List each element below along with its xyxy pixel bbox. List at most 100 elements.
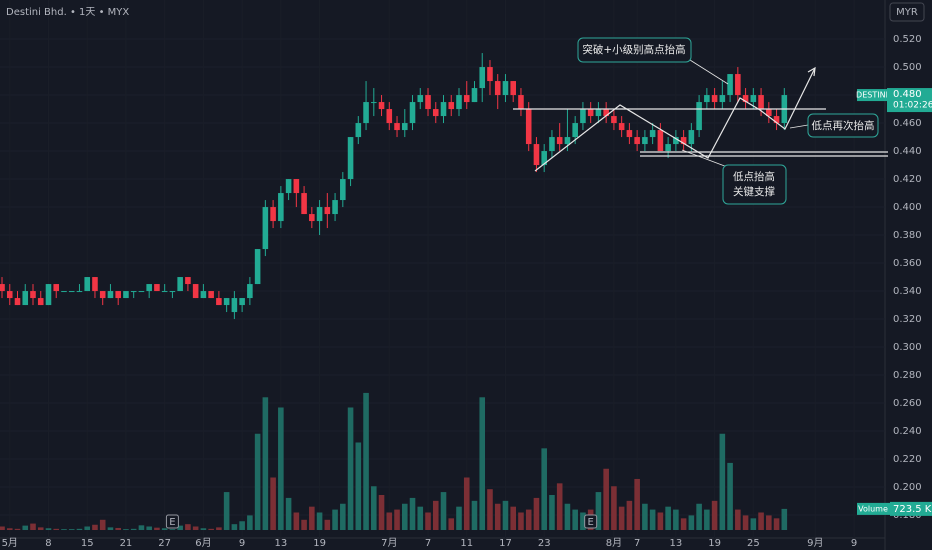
y-tick-label: 0.260 [893,398,922,409]
candle-body [231,298,238,313]
volume-bar [169,529,176,530]
x-tick-label: 6月 [195,537,211,549]
annotation-box [807,113,879,138]
volume-bar [448,518,455,530]
y-tick-label: 0.300 [893,342,922,353]
x-tick-label: 7 [634,538,640,549]
candle-body [448,102,455,110]
volume-bar [371,486,377,530]
candle-body [216,298,222,306]
volume-bar [773,518,780,530]
annotation-box [722,164,787,205]
candle-body [177,277,183,292]
candle-body [340,179,346,201]
volume-bar [603,468,609,530]
volume-bar [440,492,447,530]
volume-bar [6,528,13,530]
candle-body [53,284,60,292]
volume-bar [76,528,83,530]
volume-bar [518,512,524,530]
volume-bar [254,433,261,530]
volume-bar [401,503,408,530]
candle-body [208,291,214,299]
volume-bar [270,477,276,530]
volume-bar [494,503,501,530]
volume-bar [564,503,571,530]
volume-bar [61,529,67,530]
callout-line [789,124,809,129]
candle-body [293,179,300,194]
candle-body [239,298,245,306]
volume-bar [146,526,152,530]
candle-body [378,102,385,110]
earnings-marker: E [169,517,175,528]
volume-bar [107,527,114,530]
volume-bar [409,497,416,530]
volume-bar [309,506,315,530]
volume-bar [22,525,29,530]
candle-body [22,291,29,306]
volume-name: Volume [858,504,888,513]
volume-bar [742,515,749,530]
volume-bar [572,509,578,530]
symbol-label: DESTINI [856,91,888,100]
y-tick-label: 0.340 [893,286,922,297]
volume-bar [130,528,137,530]
volume-bar [200,528,207,530]
x-tick-label: 19 [313,538,326,549]
candle-body [564,137,571,145]
volume-bar [549,495,555,530]
currency-box [889,2,925,22]
y-tick-label: 0.280 [893,370,922,381]
candle-body [572,123,578,138]
candle-body [719,95,726,103]
candle-body [0,284,5,292]
candle-body [192,284,199,299]
volume-bar [758,512,764,530]
volume-name-tag [857,502,890,515]
candle-body [533,144,540,166]
volume-bar [781,508,788,530]
callout-line [681,149,731,169]
candle-body [595,109,602,117]
candle-body [154,284,160,292]
volume-bar [185,524,191,530]
y-tick-label: 0.220 [893,454,922,465]
volume-bar [355,442,362,530]
trend-path [534,67,816,172]
candle-body [463,95,470,103]
last-price-tag [887,88,932,113]
volume-bar [340,503,346,530]
candle-body [735,74,741,96]
y-tick-label: 0.200 [893,482,922,493]
volume-bar [192,526,199,530]
volume-bar [0,526,5,530]
volume-bar [285,497,292,530]
volume-bar [580,512,586,530]
candle-body [417,95,424,103]
volume-bar [634,478,640,530]
annotation: 低点抬高 [733,170,775,183]
candle-body [425,95,431,110]
volume-bar [479,397,486,530]
x-tick-label: 5月 [2,537,18,549]
candle-body [727,74,733,96]
candle-body [494,81,501,96]
volume-bar [99,519,106,530]
x-tick-label: 8 [45,538,51,549]
candle-body [657,130,664,152]
volume-bar [626,500,633,530]
volume-bar [293,512,300,530]
axes: 0.520 0.500 0.480 0.460 0.440 0.420 0.400 0.380… [2,34,932,549]
earnings-marker: E [588,517,594,528]
x-tick-label: 11 [460,538,473,549]
callout-line [689,59,729,85]
volume-bar [332,509,338,530]
x-tick-label: 7月 [381,537,397,549]
candle-body [355,123,362,138]
volume-bar [324,519,331,530]
last-price-label: 0.480 [893,89,922,100]
candle-body [665,144,671,152]
y-tick-label: 0.420 [893,174,922,185]
